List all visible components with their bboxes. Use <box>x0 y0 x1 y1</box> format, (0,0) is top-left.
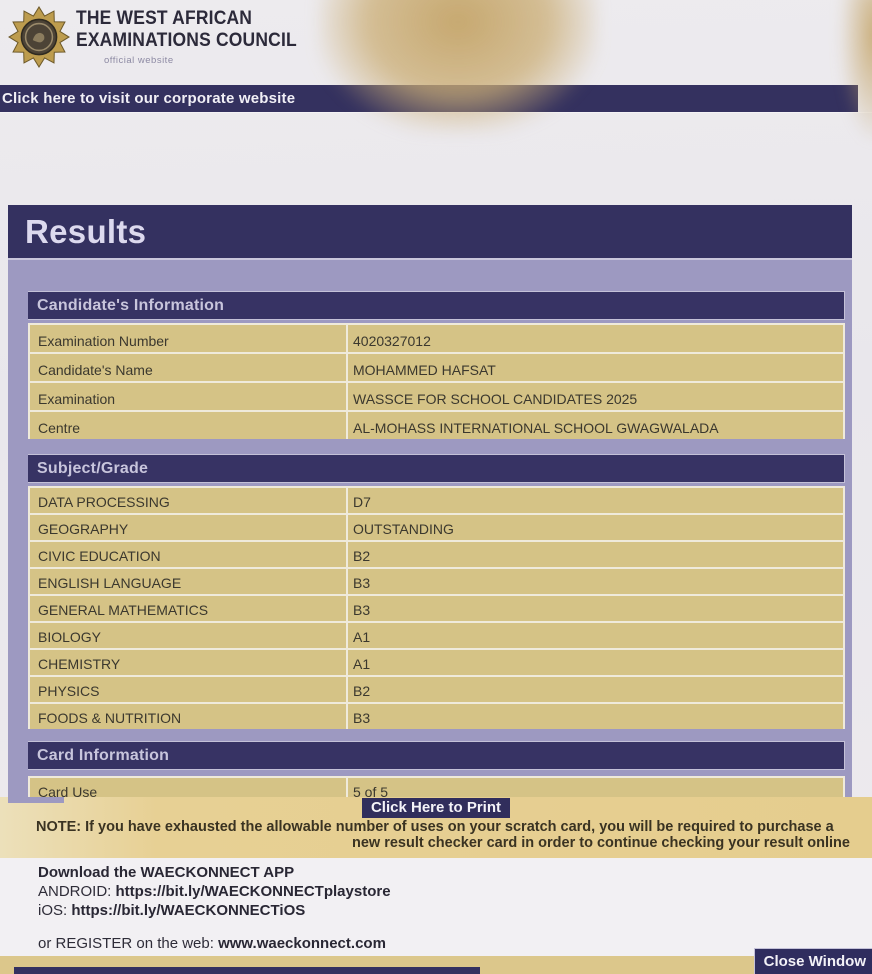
org-name: THE WEST AFRICAN EXAMINATIONS COUNCIL <box>76 8 297 52</box>
results-panel: Candidate's Information Examination Numb… <box>8 260 852 803</box>
grade-cell: B3 <box>348 704 843 729</box>
org-subtitle: official website <box>104 55 174 67</box>
android-link-line: ANDROID: https://bit.ly/WAECKONNECTplays… <box>38 882 872 901</box>
subject-grade-section-title: Subject/Grade <box>37 459 149 477</box>
table-row: Centre AL-MOHASS INTERNATIONAL SCHOOL GW… <box>30 412 843 439</box>
table-row: Examination Number 4020327012 <box>30 325 843 352</box>
table-row: ENGLISH LANGUAGE B3 <box>30 569 843 594</box>
card-info-section-title: Card Information <box>37 746 170 764</box>
register-link[interactable]: www.waeckonnect.com <box>218 935 386 952</box>
table-row: Candidate's Name MOHAMMED HAFSAT <box>30 354 843 381</box>
corporate-website-link[interactable]: Click here to visit our corporate websit… <box>0 85 858 112</box>
register-label: or REGISTER on the web: <box>38 935 214 952</box>
page-title: Results <box>25 212 147 250</box>
subject-cell: ENGLISH LANGUAGE <box>30 569 346 594</box>
note-band: Click Here to Print NOTE: If you have ex… <box>0 797 872 858</box>
row-label: Examination <box>30 383 346 410</box>
ios-link[interactable]: https://bit.ly/WAECKONNECTiOS <box>71 902 306 919</box>
grade-cell: B2 <box>348 677 843 702</box>
subject-cell: GEOGRAPHY <box>30 515 346 540</box>
subject-cell: CHEMISTRY <box>30 650 346 675</box>
bottom-navy-strip <box>14 967 480 974</box>
row-label: Centre <box>30 412 346 439</box>
row-label: Examination Number <box>30 325 346 352</box>
panel-corner-decoration <box>8 797 64 803</box>
subject-cell: DATA PROCESSING <box>30 488 346 513</box>
grade-cell: OUTSTANDING <box>348 515 843 540</box>
android-link[interactable]: https://bit.ly/WAECKONNECTplaystore <box>115 883 391 900</box>
table-row: DATA PROCESSING D7 <box>30 488 843 513</box>
page-header: THE WEST AFRICAN EXAMINATIONS COUNCIL of… <box>0 0 872 140</box>
row-value: MOHAMMED HAFSAT <box>348 354 843 381</box>
row-value: AL-MOHASS INTERNATIONAL SCHOOL GWAGWALAD… <box>348 412 843 439</box>
waec-logo-icon <box>8 4 70 70</box>
card-info-section-header: Card Information <box>28 741 845 770</box>
grade-cell: B3 <box>348 596 843 621</box>
ios-link-line: iOS: https://bit.ly/WAECKONNECTiOS <box>38 901 872 920</box>
candidate-info-section-title: Candidate's Information <box>37 296 225 314</box>
subject-grade-section-header: Subject/Grade <box>28 454 845 483</box>
candidate-info-section-header: Candidate's Information <box>28 291 845 320</box>
subject-cell: GENERAL MATHEMATICS <box>30 596 346 621</box>
ios-label: iOS: <box>38 902 68 919</box>
close-window-button[interactable]: Close Window <box>753 948 872 974</box>
row-value: WASSCE FOR SCHOOL CANDIDATES 2025 <box>348 383 843 410</box>
table-row: Examination WASSCE FOR SCHOOL CANDIDATES… <box>30 383 843 410</box>
print-row: Click Here to Print <box>0 797 872 819</box>
corporate-website-link-label: Click here to visit our corporate websit… <box>2 90 296 107</box>
results-title-bar: Results <box>8 205 852 260</box>
android-label: ANDROID: <box>38 883 112 900</box>
table-row: CHEMISTRY A1 <box>30 650 843 675</box>
print-button[interactable]: Click Here to Print <box>361 798 511 818</box>
table-row: CIVIC EDUCATION B2 <box>30 542 843 567</box>
subject-cell: CIVIC EDUCATION <box>30 542 346 567</box>
subject-cell: BIOLOGY <box>30 623 346 648</box>
register-line: or REGISTER on the web: www.waeckonnect.… <box>38 934 872 953</box>
grade-cell: D7 <box>348 488 843 513</box>
subject-cell: PHYSICS <box>30 677 346 702</box>
subject-cell: FOODS & NUTRITION <box>30 704 346 729</box>
row-value: 4020327012 <box>348 325 843 352</box>
grade-cell: B3 <box>348 569 843 594</box>
table-row: PHYSICS B2 <box>30 677 843 702</box>
table-row: FOODS & NUTRITION B3 <box>30 704 843 729</box>
footer-info: Download the WAECKONNECT APP ANDROID: ht… <box>0 858 872 956</box>
grade-cell: A1 <box>348 650 843 675</box>
row-label: Candidate's Name <box>30 354 346 381</box>
note-line1: NOTE: If you have exhausted the allowabl… <box>36 819 834 835</box>
candidate-info-table: Examination Number 4020327012 Candidate'… <box>28 323 845 439</box>
org-name-line2: EXAMINATIONS COUNCIL <box>76 30 297 52</box>
header-content-gap <box>0 112 872 205</box>
table-row: GEOGRAPHY OUTSTANDING <box>30 515 843 540</box>
subject-grade-table: DATA PROCESSING D7 GEOGRAPHY OUTSTANDING… <box>28 486 845 729</box>
note-line2: new result checker card in order to cont… <box>352 835 850 851</box>
bottom-band: Close Window <box>0 948 872 974</box>
grade-cell: A1 <box>348 623 843 648</box>
table-row: GENERAL MATHEMATICS B3 <box>30 596 843 621</box>
org-name-line1: THE WEST AFRICAN <box>76 8 253 29</box>
table-row: BIOLOGY A1 <box>30 623 843 648</box>
grade-cell: B2 <box>348 542 843 567</box>
org-title-block: THE WEST AFRICAN EXAMINATIONS COUNCIL of… <box>76 8 316 66</box>
app-download-title: Download the WAECKONNECT APP <box>38 864 295 881</box>
